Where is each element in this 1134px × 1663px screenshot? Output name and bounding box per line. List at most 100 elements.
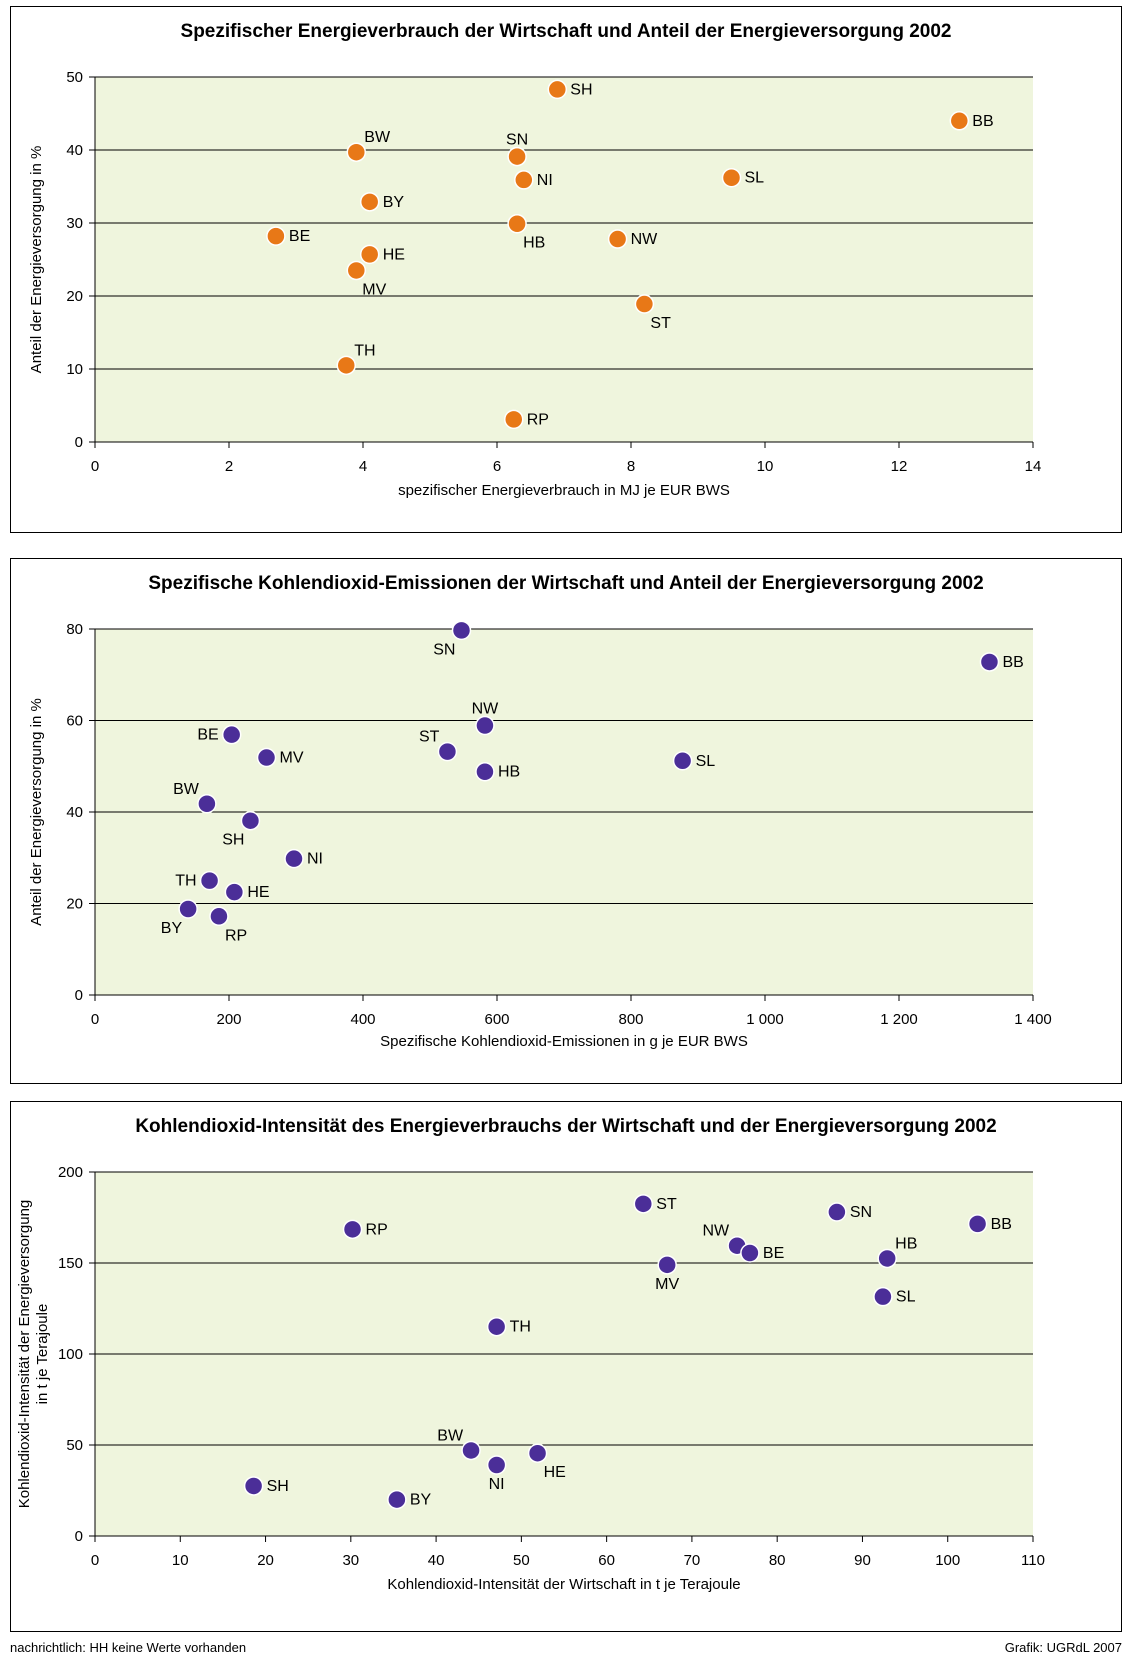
data-point-sl	[721, 167, 742, 188]
x-tick-label: 100	[935, 1552, 960, 1569]
data-label-bb: BB	[972, 113, 993, 130]
data-label-mv: MV	[280, 750, 304, 767]
data-point-sh	[547, 79, 568, 100]
x-tick-label: 800	[618, 1011, 643, 1028]
x-tick-label: 4	[359, 458, 367, 475]
x-tick-label: 2	[225, 458, 233, 475]
x-axis-label: Spezifische Kohlendioxid-Emissionen in g…	[380, 1033, 748, 1050]
data-label-sn: SN	[850, 1204, 872, 1221]
data-label-sl: SL	[896, 1289, 916, 1306]
x-tick-label: 400	[350, 1011, 375, 1028]
data-point-th	[486, 1316, 507, 1337]
data-label-sl: SL	[745, 170, 765, 187]
data-point-he	[527, 1443, 548, 1463]
plot-area	[95, 77, 1033, 442]
y-tick-label: 50	[66, 1437, 83, 1454]
x-tick-label: 600	[484, 1011, 509, 1028]
data-point-be	[266, 226, 286, 246]
data-point-hb	[507, 213, 527, 234]
data-point-rp	[209, 906, 229, 927]
x-tick-label: 12	[891, 458, 908, 475]
data-point-be	[221, 724, 242, 745]
data-label-bb: BB	[1002, 654, 1023, 671]
footer-note: nachrichtlich: HH keine Werte vorhanden	[10, 1640, 247, 1655]
x-tick-label: 20	[257, 1552, 274, 1569]
chart-title: Spezifischer Energieverbrauch der Wirtsc…	[180, 21, 952, 42]
data-point-he	[359, 244, 380, 265]
data-point-rp	[504, 409, 524, 430]
y-tick-label: 20	[66, 288, 83, 305]
data-label-th: TH	[175, 873, 196, 890]
x-tick-label: 8	[627, 458, 635, 475]
data-label-ni: NI	[537, 172, 553, 189]
data-point-bw	[346, 142, 367, 162]
data-point-hb	[475, 761, 495, 782]
x-axis-label: spezifischer Energieverbrauch in MJ je E…	[398, 482, 730, 499]
data-point-be	[740, 1243, 760, 1263]
data-label-rp: RP	[225, 927, 247, 944]
x-tick-label: 1 200	[880, 1011, 918, 1028]
data-point-nw	[607, 229, 628, 249]
data-label-rp: RP	[366, 1221, 388, 1238]
data-label-sh: SH	[570, 81, 592, 98]
y-tick-label: 20	[66, 896, 83, 913]
data-label-sh: SH	[267, 1478, 289, 1495]
data-label-sn: SN	[433, 641, 455, 658]
data-point-th	[199, 870, 220, 891]
data-point-mv	[256, 747, 277, 768]
x-tick-label: 0	[91, 1552, 99, 1569]
x-tick-label: 6	[493, 458, 501, 475]
data-label-ni: NI	[489, 1476, 505, 1493]
data-label-st: ST	[650, 315, 671, 332]
data-point-hb	[877, 1248, 897, 1269]
y-tick-label: 40	[66, 804, 83, 821]
x-tick-label: 40	[428, 1552, 445, 1569]
y-tick-label: 0	[75, 434, 83, 451]
data-label-bw: BW	[173, 781, 200, 798]
data-label-bw: BW	[437, 1427, 464, 1444]
data-label-mv: MV	[655, 1276, 679, 1293]
data-label-ni: NI	[307, 851, 323, 868]
data-label-th: TH	[354, 342, 375, 359]
data-label-by: BY	[410, 1492, 432, 1509]
data-label-he: HE	[544, 1464, 566, 1481]
data-point-by	[387, 1489, 407, 1510]
data-label-nw: NW	[631, 231, 659, 248]
x-tick-label: 0	[91, 1011, 99, 1028]
data-point-he	[224, 882, 245, 902]
y-axis-label: Anteil der Energieversorgung in %	[28, 698, 45, 926]
data-label-bb: BB	[991, 1216, 1012, 1233]
y-tick-label: 50	[66, 69, 83, 86]
scatter-chart-energy: 0 10 20 30 40 50 0 2 4 6 8 10 12 14 spezifischer Energ…	[28, 69, 1042, 499]
y-tick-label: 30	[66, 215, 83, 232]
y-tick-label: 200	[58, 1164, 83, 1181]
data-point-bb	[979, 652, 1000, 672]
data-label-be: BE	[197, 727, 218, 744]
y-tick-label: 10	[66, 361, 83, 378]
x-tick-label: 10	[172, 1552, 189, 1569]
data-label-be: BE	[289, 228, 310, 245]
x-tick-label: 10	[757, 458, 774, 475]
y-tick-label: 60	[66, 713, 83, 730]
y-tick-label: 0	[75, 987, 83, 1004]
y-tick-label: 0	[75, 1528, 83, 1545]
data-label-he: HE	[383, 246, 405, 263]
data-point-st	[634, 294, 655, 314]
x-tick-label: 110	[1021, 1552, 1045, 1569]
x-tick-label: 14	[1025, 458, 1042, 475]
data-point-sn	[827, 1202, 847, 1222]
scatter-chart-co2-intensity: 0 50 100 150 200 0 10 20 30 40 50 60 70 80 90 100 110 Koh…	[16, 1164, 1045, 1593]
chart-panel-2: Spezifische Kohlendioxid-Emissionen der …	[10, 558, 1122, 1084]
data-label-rp: RP	[527, 411, 549, 428]
data-point-sh	[240, 810, 261, 831]
data-label-bw: BW	[364, 129, 391, 146]
chart-panel-1: Spezifischer Energieverbrauch der Wirtsc…	[10, 6, 1122, 533]
data-label-sn: SN	[506, 132, 528, 149]
data-point-sl	[873, 1286, 893, 1307]
data-label-sl: SL	[696, 753, 716, 770]
data-point-ni	[486, 1455, 507, 1475]
data-label-th: TH	[510, 1319, 531, 1336]
data-point-sh	[243, 1476, 264, 1496]
x-tick-label: 1 000	[746, 1011, 784, 1028]
